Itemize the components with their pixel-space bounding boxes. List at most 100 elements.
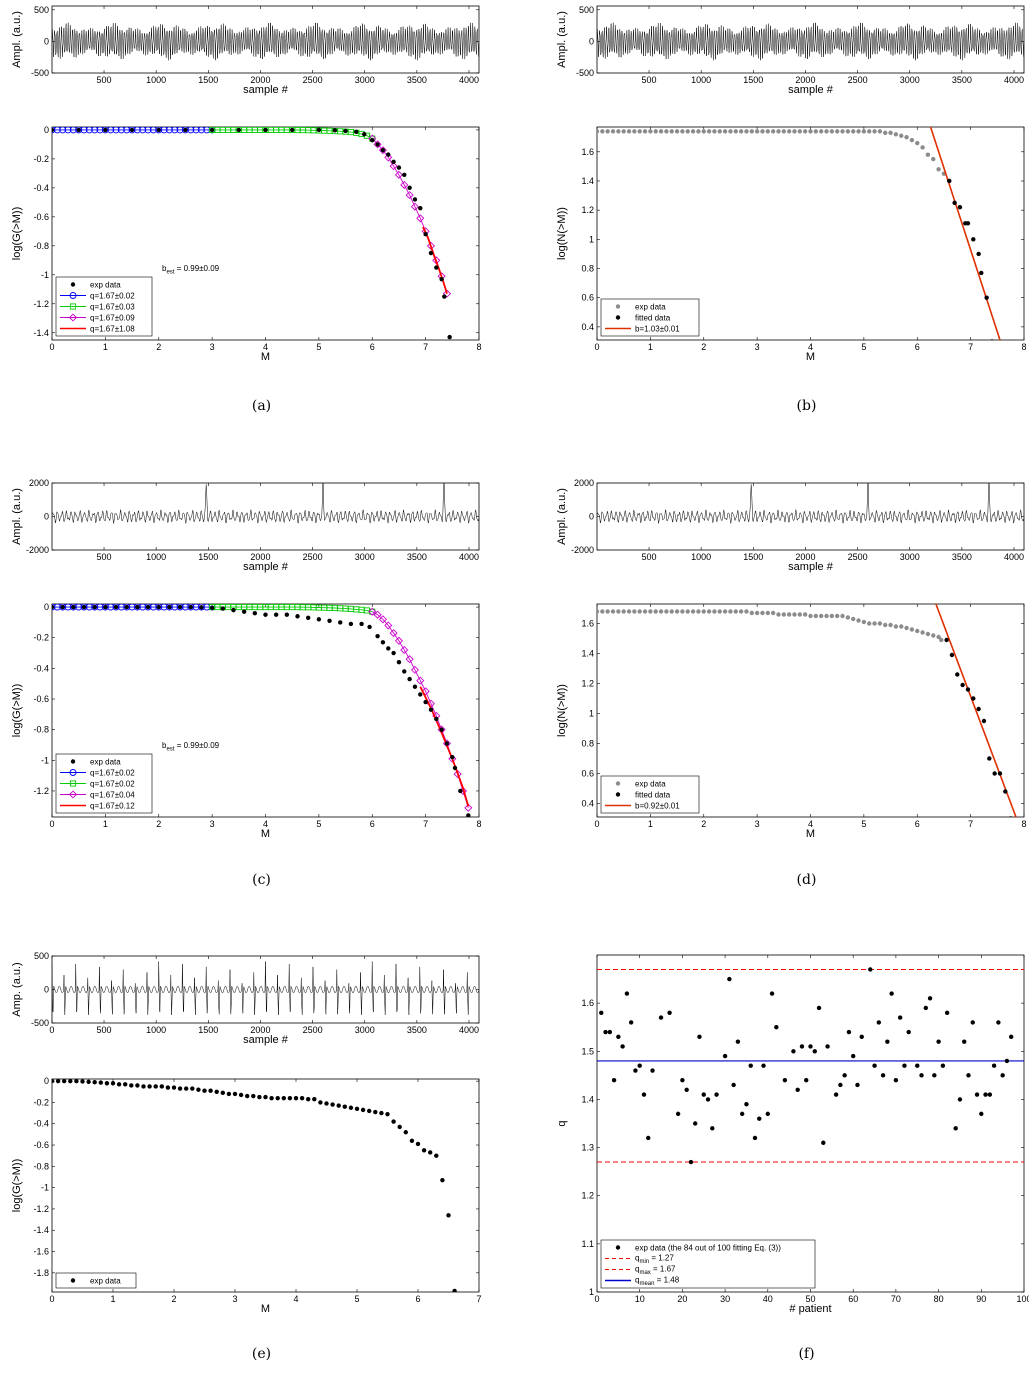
d_bottom-exp-point xyxy=(931,633,936,638)
d_bottom-exp-point xyxy=(813,613,819,619)
d_bottom-exp-point xyxy=(786,612,792,617)
a_bottom-xtick-label: 7 xyxy=(423,342,428,352)
c_bottom-ytick-label: -0.8 xyxy=(33,725,49,735)
b_top-xtick-label: 2000 xyxy=(795,75,815,85)
a_bottom-b-est-annotation-base: b xyxy=(162,264,167,273)
b_bottom-exp-point xyxy=(749,129,754,134)
d_bottom-exp-point xyxy=(653,609,658,614)
f-ytick-label: 1.5 xyxy=(581,1046,594,1056)
b_bottom-exp-point xyxy=(597,129,600,134)
d_bottom-ytick-label: 1.4 xyxy=(581,649,594,659)
d_top-xtick-label: 2500 xyxy=(848,552,868,562)
b_bottom-exp-point xyxy=(696,129,701,134)
a_bottom-fit-marker xyxy=(155,127,163,134)
chart-a_top: 500 1000 1500 2000 2500 3000 3500 4000 -500 0 500 s… xyxy=(11,5,480,96)
f-data-point xyxy=(667,1010,672,1015)
c_top-xtick-label: 2000 xyxy=(250,552,270,562)
e_bottom-data-point xyxy=(202,1088,207,1093)
e_bottom-data-point xyxy=(74,1079,79,1084)
c_bottom-data-point xyxy=(103,604,108,610)
d_bottom-fitted-point xyxy=(971,696,976,701)
b_bottom-exp-point xyxy=(915,140,920,146)
f-legend-label-base: q xyxy=(635,1265,639,1274)
d_bottom-fitted-point xyxy=(965,687,971,692)
f-data-point xyxy=(761,1063,766,1068)
f-data-point xyxy=(816,1005,822,1011)
b_bottom-exp-point xyxy=(680,129,685,134)
e_top-ytick-label: -500 xyxy=(31,1018,49,1028)
f-legend-label-base: q xyxy=(635,1276,639,1285)
c_bottom-fit-marker xyxy=(128,604,136,611)
b_bottom-fitted-point xyxy=(952,200,957,206)
f-legend-label-rest: = 1.27 xyxy=(649,1254,674,1263)
c_bottom-fit-marker xyxy=(59,604,67,611)
c_bottom-ytick-label: -1 xyxy=(41,755,49,765)
e_bottom-data-point xyxy=(214,1089,219,1094)
f-ytick-label: 1.2 xyxy=(581,1191,594,1201)
e_bottom-data-point xyxy=(86,1079,91,1085)
c_bottom-fit-marker xyxy=(389,629,398,638)
c_top-xtick-label: 500 xyxy=(97,552,112,562)
d_bottom-ytick-label: 1 xyxy=(589,709,594,719)
b_bottom-exp-point xyxy=(802,129,808,134)
f-data-point xyxy=(628,1020,634,1025)
a_bottom-data-point xyxy=(362,132,367,137)
f-data-point xyxy=(697,1034,702,1040)
b_bottom-exp-point xyxy=(642,129,648,134)
c_bottom-fit-marker xyxy=(405,655,414,664)
e_bottom-xtick-label: 5 xyxy=(354,1294,359,1304)
c_bottom-ytick-label: -1.2 xyxy=(33,786,49,796)
d_bottom-fit-line xyxy=(935,604,1017,817)
b_bottom-exp-point xyxy=(653,129,658,134)
a_bottom-ytick-label: -0.6 xyxy=(33,212,49,222)
e_bottom-data-point xyxy=(92,1079,97,1085)
d_bottom-exp-point xyxy=(904,625,909,631)
a_top-xtick-label: 1000 xyxy=(146,75,166,85)
c_bottom-xtick-label: 8 xyxy=(476,819,481,829)
a_top-xtick-label: 4000 xyxy=(459,75,479,85)
c_top-xtick-label: 1000 xyxy=(146,552,166,562)
a_bottom-fit-marker xyxy=(165,127,173,134)
b_bottom-exp-point xyxy=(872,129,877,134)
b_bottom-xtick-label: 7 xyxy=(968,342,973,352)
a_bottom-legend-dot xyxy=(70,282,76,287)
f-data-point xyxy=(765,1111,770,1117)
c_bottom-data-point xyxy=(209,605,215,611)
a_bottom-data-point xyxy=(396,165,402,170)
b_top-xtick-label: 3500 xyxy=(952,75,972,85)
f-xtick-label: 10 xyxy=(635,1294,645,1304)
c_bottom-fit-marker xyxy=(69,604,77,611)
a_bottom-data-point xyxy=(375,142,380,147)
b_bottom-fitted-point xyxy=(976,251,981,257)
a_bottom-fit-marker xyxy=(107,127,115,134)
d_bottom-exp-point xyxy=(754,610,760,616)
e_bottom-data-point xyxy=(98,1080,104,1085)
b_bottom-exp-point xyxy=(925,152,931,157)
f-data-point xyxy=(701,1092,706,1097)
e_bottom-data-point xyxy=(421,1148,427,1153)
e_bottom-data-point xyxy=(452,1288,457,1292)
c_bottom-data-point xyxy=(167,604,172,610)
f-data-point xyxy=(970,1020,975,1025)
d_bottom-ytick-label: 0.6 xyxy=(581,769,594,779)
c_bottom-ytick-label: -0.2 xyxy=(33,633,49,643)
e_bottom-ytick-label: -0.4 xyxy=(33,1119,49,1129)
b_top-ytick-label: 0 xyxy=(589,36,594,46)
chart-c_bottom: 0 1 2 3 4 5 6 7 8 0 -0.2 -0.4 -0.6 -0.8 -1 -1.2 Mlog(G(>… xyxy=(11,602,482,888)
a_bottom-fit-marker xyxy=(123,127,131,134)
d_bottom-exp-point xyxy=(642,609,648,614)
b_top-xlabel: sample # xyxy=(788,84,834,96)
c_bottom-data-point xyxy=(418,692,423,697)
b_bottom-ytick-label: 0.6 xyxy=(581,293,594,303)
a_bottom-fit-marker xyxy=(160,127,168,134)
f-data-point xyxy=(962,1039,967,1044)
a_bottom-fit-marker xyxy=(117,127,125,134)
a_bottom-data-point xyxy=(343,128,348,134)
d_bottom-exp-point xyxy=(808,613,813,619)
a_bottom-fit-marker xyxy=(91,127,99,134)
b_bottom-exp-point xyxy=(899,133,904,138)
c_top-xtick-label: 4000 xyxy=(459,552,479,562)
c_bottom-fit-marker xyxy=(192,604,200,611)
e_bottom-plot-marks xyxy=(52,1079,457,1292)
